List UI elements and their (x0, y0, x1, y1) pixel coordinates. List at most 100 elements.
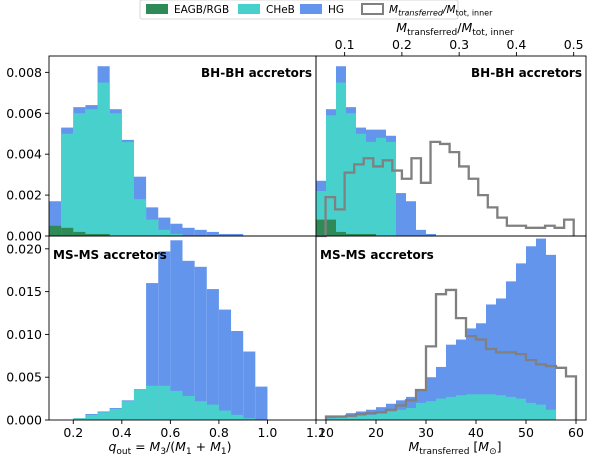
br-hg-bar (486, 304, 496, 420)
tl-cheb-bar (97, 82, 110, 236)
bl-hg-bar (146, 283, 159, 420)
tr-cheb-bar (326, 115, 336, 236)
legend-label: HG (328, 4, 344, 16)
br-cheb-bar (486, 394, 496, 420)
br-hg-bar (366, 409, 376, 420)
y-tick-label: 0.000 (6, 413, 42, 428)
br-hg-bar (516, 263, 526, 420)
tl-cheb-bar (73, 113, 86, 236)
tl-hg-bar (194, 229, 207, 236)
bl-hg-bar (231, 331, 244, 420)
bl-hg-bar (194, 266, 207, 420)
tl-hg-bar (231, 233, 244, 236)
br-cheb-bar (376, 413, 386, 420)
br-hg-bar (446, 344, 456, 420)
tl-cheb-bar (133, 199, 147, 236)
br-cheb-bar (506, 396, 516, 420)
panel-bottom-left: 0.000 0.005 0.010 0.015 0.020 0.2 0.4 0.6 0.8 1.0… (6, 235, 326, 457)
y-tick-label: 0.008 (6, 65, 42, 80)
x-axis-label: qout = M3/(M1 + M1) (108, 439, 231, 457)
x-tick-label: 60 (568, 425, 584, 440)
tr-eagb-rgb-bar (336, 231, 346, 236)
bl-hg-bar (206, 289, 219, 420)
br-cheb-bar (396, 409, 406, 420)
tl-eagb-rgb-bar (85, 233, 98, 236)
br-cheb-bar (356, 415, 366, 420)
bl-cheb-bar (73, 418, 86, 420)
bl-hg-bar (243, 351, 256, 420)
top-x-tick-label: 0.3 (449, 37, 469, 52)
bl-hg-bar (170, 240, 183, 420)
bl-cheb-bar (231, 414, 244, 420)
tl-hg-bar (206, 231, 219, 236)
br-cheb-bar (446, 396, 456, 420)
bl-hg-bar (158, 251, 171, 420)
x-tick-label: 30 (418, 425, 434, 440)
br-cheb-bar (516, 398, 526, 420)
bl-hg-bar (255, 386, 268, 420)
legend-swatch (300, 4, 322, 14)
br-cheb-bar (466, 394, 476, 420)
br-hg-bar (466, 328, 476, 420)
top-x-tick-label: 0.4 (506, 37, 526, 52)
y-tick-label: 0.006 (6, 106, 42, 121)
br-cheb-bar (476, 394, 486, 420)
tl-cheb-bar (121, 141, 134, 236)
bl-cheb-bar (170, 390, 183, 420)
x-tick-label: 40 (468, 425, 484, 440)
panel-top-left: 0.000 0.002 0.004 0.006 0.008 BH-BH accretors (6, 55, 317, 244)
y-tick-label: 0.010 (6, 327, 42, 342)
y-tick-label: 0.002 (6, 188, 42, 203)
panel-title: MS-MS accretors (53, 248, 167, 262)
legend-label: EAGB/RGB (174, 4, 229, 16)
x-tick-label: 1.0 (258, 425, 278, 440)
bl-hg-bar (182, 260, 195, 420)
tl-eagb-rgb-bar (73, 231, 86, 236)
tl-cheb-bar (170, 233, 183, 236)
panel-title: BH-BH accretors (201, 66, 312, 80)
panel-title: MS-MS accretors (320, 248, 434, 262)
tr-eagb-rgb-bar (366, 233, 376, 236)
tr-cheb-bar (356, 133, 366, 236)
tr-cheb-bar (376, 137, 386, 236)
tr-eagb-rgb-bar (346, 233, 356, 236)
y-tick-label: 0.004 (6, 147, 42, 162)
bl-cheb-bar (146, 385, 159, 420)
tl-hg-bar (170, 223, 183, 236)
top-x-tick-label: 0.1 (335, 37, 355, 52)
br-cheb-bar (546, 409, 556, 420)
tl-eagb-rgb-bar (97, 233, 110, 236)
br-cheb-bar (426, 401, 436, 420)
bl-cheb-bar (158, 385, 171, 420)
y-tick-label: 0.015 (6, 284, 42, 299)
top-x-tick-label: 0.5 (564, 37, 584, 52)
tr-cheb-bar (316, 191, 326, 236)
y-tick-label: 0.005 (6, 370, 42, 385)
top-x-tick-label: 0.2 (392, 37, 412, 52)
tr-cheb-bar (386, 141, 396, 236)
x-tick-label: 0.8 (209, 425, 229, 440)
step-histogram-line (324, 288, 578, 420)
bl-cheb-bar (218, 410, 232, 420)
br-cheb-bar (336, 417, 346, 420)
legend: EAGB/RGB CHeB HG Mtransferred/Mtot, inner (139, 0, 493, 20)
tl-eagb-rgb-bar (49, 225, 62, 236)
tl-cheb-bar (61, 133, 74, 236)
br-hg-bar (546, 254, 556, 420)
top-x-axis-label: Mtransferred/Mtot, inner (396, 20, 514, 38)
br-hg-bar (526, 246, 536, 420)
tr-cheb-bar (346, 113, 356, 236)
tl-cheb-bar (158, 229, 171, 236)
br-hg-bar (456, 339, 466, 420)
br-cheb-bar (406, 408, 416, 420)
tr-eagb-rgb-bar (316, 219, 326, 236)
br-hg-bar (496, 298, 506, 420)
br-cheb-bar (496, 395, 506, 420)
y-tick-label: 0.000 (6, 229, 42, 244)
axes-frame (315, 235, 587, 421)
legend-swatch (238, 4, 260, 14)
tr-hg-bar (426, 233, 436, 236)
br-cheb-bar (526, 402, 536, 420)
br-hg-bar (436, 366, 446, 420)
